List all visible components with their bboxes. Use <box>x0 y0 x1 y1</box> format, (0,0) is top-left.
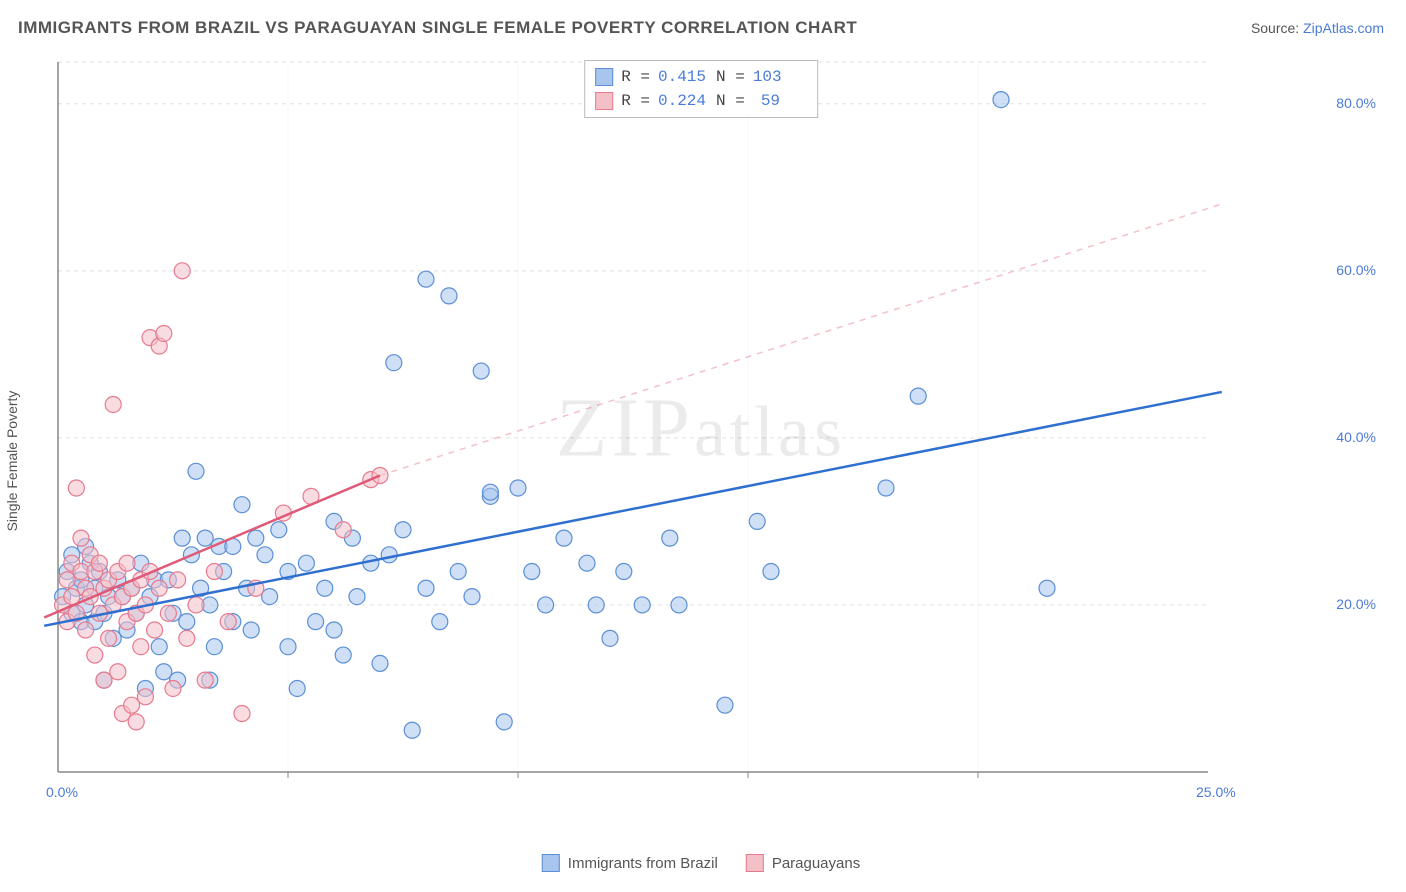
x-tick-label: 25.0% <box>1196 784 1236 800</box>
correlation-legend: R = 0.415 N = 103 R = 0.224 N = 59 <box>584 60 818 118</box>
n-value-brazil: 103 <box>753 65 803 89</box>
swatch-paraguay <box>746 854 764 872</box>
swatch-paraguay <box>595 92 613 110</box>
r-value-paraguay: 0.224 <box>658 89 708 113</box>
source-label: Source: <box>1251 20 1303 36</box>
y-tick-label: 40.0% <box>1336 429 1376 445</box>
legend-item-paraguay: Paraguayans <box>746 854 860 872</box>
y-axis-label: Single Female Poverty <box>4 391 20 532</box>
chart-title: IMMIGRANTS FROM BRAZIL VS PARAGUAYAN SIN… <box>18 18 857 38</box>
swatch-brazil <box>542 854 560 872</box>
source-link[interactable]: ZipAtlas.com <box>1303 20 1384 36</box>
legend-row-brazil: R = 0.415 N = 103 <box>595 65 803 89</box>
series-legend: Immigrants from Brazil Paraguayans <box>542 854 860 872</box>
series-label-paraguay: Paraguayans <box>772 855 860 872</box>
x-tick-label: 0.0% <box>46 784 78 800</box>
n-label: N = <box>716 89 745 113</box>
legend-row-paraguay: R = 0.224 N = 59 <box>595 89 803 113</box>
y-tick-label: 60.0% <box>1336 262 1376 278</box>
r-label: R = <box>621 89 650 113</box>
swatch-brazil <box>595 68 613 86</box>
y-tick-label: 80.0% <box>1336 95 1376 111</box>
series-label-brazil: Immigrants from Brazil <box>568 855 718 872</box>
r-value-brazil: 0.415 <box>658 65 708 89</box>
r-label: R = <box>621 65 650 89</box>
scatter-chart <box>18 52 1298 812</box>
n-value-paraguay: 59 <box>753 89 803 113</box>
source-attribution: Source: ZipAtlas.com <box>1251 20 1384 36</box>
n-label: N = <box>716 65 745 89</box>
legend-item-brazil: Immigrants from Brazil <box>542 854 718 872</box>
y-tick-label: 20.0% <box>1336 596 1376 612</box>
chart-area: Single Female Poverty ZIPatlas R = 0.415… <box>18 52 1384 870</box>
